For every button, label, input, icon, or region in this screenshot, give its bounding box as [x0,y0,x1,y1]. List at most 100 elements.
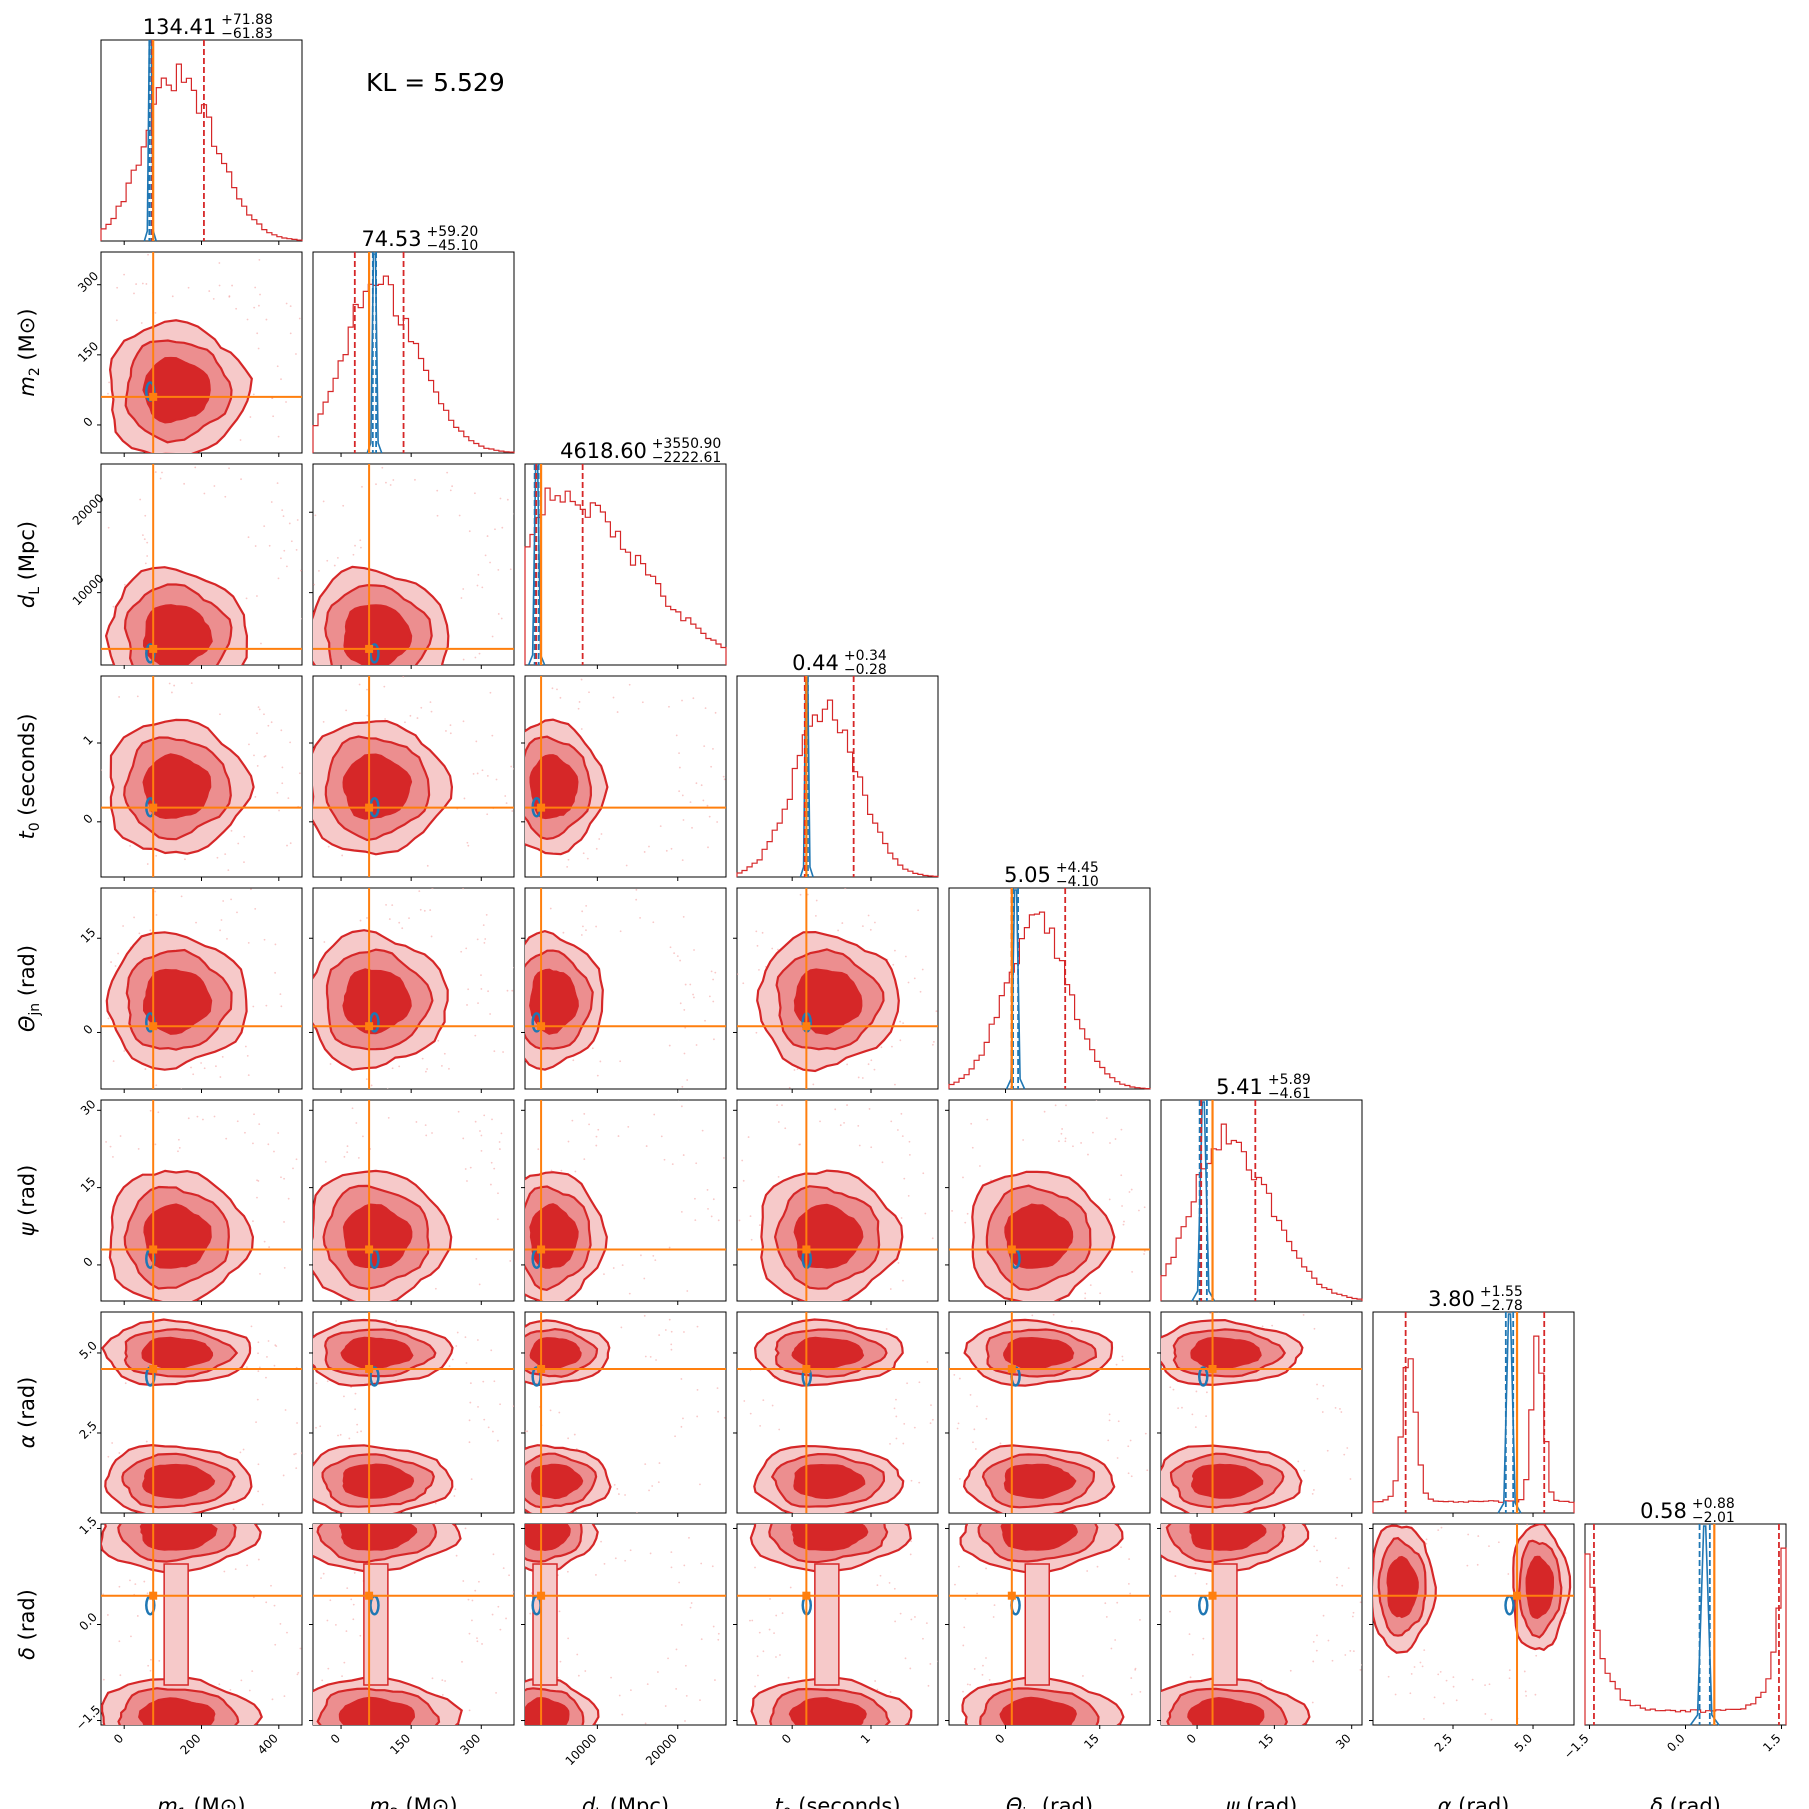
sample-point [784,1127,787,1130]
sample-point [551,687,554,690]
panel-2d-t0-thetajn [736,887,939,1090]
sample-point [477,1002,479,1005]
sample-point [702,799,705,802]
sample-point [771,947,774,950]
sample-point [922,1637,924,1640]
sample-point [307,1231,309,1233]
panel-content [525,1312,735,1513]
sample-point [387,1116,390,1119]
sample-point [953,1373,956,1376]
sample-point [922,1172,925,1175]
sample-point [990,1179,992,1182]
sample-point [274,1643,277,1646]
sample-point [227,869,230,872]
sample-point [509,568,512,571]
panel-hist-delta: 0.58 +0.88−2.01 [1584,1496,1787,1726]
sample-point [573,1433,576,1436]
sample-point [90,966,92,968]
truth-marker [802,1245,811,1254]
sample-point [1121,1205,1123,1207]
sample-point [434,1287,437,1290]
sample-point [239,1451,242,1454]
sample-point [754,1566,756,1569]
sample-point [270,1584,272,1587]
sample-point [161,471,163,474]
sample-point [143,1580,146,1583]
sample-point [166,884,168,886]
panel-2d-m2-psi [312,1099,515,1302]
sample-point [558,1610,561,1613]
sample-point [283,549,286,552]
sample-point [231,284,233,287]
sample-point [549,1409,552,1412]
sample-point [495,1691,497,1694]
sample-point [686,1290,689,1292]
label-unit: (rad) [1035,1794,1093,1809]
sample-point [421,1057,424,1060]
sample-point [910,1618,913,1621]
sample-point [461,1660,463,1663]
sample-point [1169,1610,1171,1613]
panel-hist-alpha: 3.80 +1.55−2.78 [1372,1284,1575,1514]
sample-point [462,658,465,661]
contour-bottom-level-3 [525,1696,570,1725]
sample-point [717,1632,720,1635]
sample-point [642,1093,644,1095]
y-axis-label-m2: m2 (M⊙) [15,308,43,396]
sample-point [1108,1198,1111,1201]
sample-point [619,930,622,933]
sample-point [1508,1669,1511,1672]
x-tick-label: 2.5 [1432,1731,1455,1754]
sample-point [516,1175,518,1177]
panel-content [737,1524,938,1725]
truth-marker [365,644,374,653]
panel-content [1373,1524,1574,1725]
sample-point [299,1647,302,1650]
sample-point [509,1260,512,1262]
sample-point [359,539,362,542]
sample-point [513,768,514,770]
sample-point [499,1628,502,1631]
sample-point [234,1568,237,1571]
histogram-dL [524,487,727,665]
sample-point [670,1566,673,1569]
sample-point [518,991,520,993]
sample-point [870,1059,873,1062]
sample-point [584,1670,587,1672]
sample-point [287,1197,290,1200]
sample-point [963,1626,966,1629]
sample-point [460,950,463,953]
sample-point [265,318,268,321]
sample-point [256,765,259,767]
sample-point [426,1068,428,1070]
sample-point [559,1660,562,1663]
sample-point [221,1096,223,1098]
sample-point [649,1355,652,1358]
panel-2d-dL-t0 [524,675,727,878]
sample-point [136,695,139,698]
sample-point [481,769,484,772]
sample-point [253,306,256,309]
sample-point [454,1488,457,1491]
sample-point [429,701,432,704]
label-unit: (rad) [1239,1794,1297,1809]
sample-point [1151,1432,1153,1434]
sample-point [918,1381,921,1384]
sample-point [272,415,275,418]
sample-point [135,283,138,285]
sample-point [1143,1250,1146,1252]
sample-point [680,1425,683,1428]
sample-point [732,1164,734,1166]
sample-point [146,555,149,557]
sample-point [195,921,197,924]
sample-point [123,583,126,586]
sample-point [471,1599,474,1602]
sample-point [762,1650,765,1653]
sample-point [491,1118,493,1121]
sample-point [906,1382,909,1385]
label-symbol: d [15,594,39,608]
sample-point [733,1434,735,1436]
sample-point [247,536,250,539]
panel-title-psi: 5.41 [1216,1075,1263,1099]
